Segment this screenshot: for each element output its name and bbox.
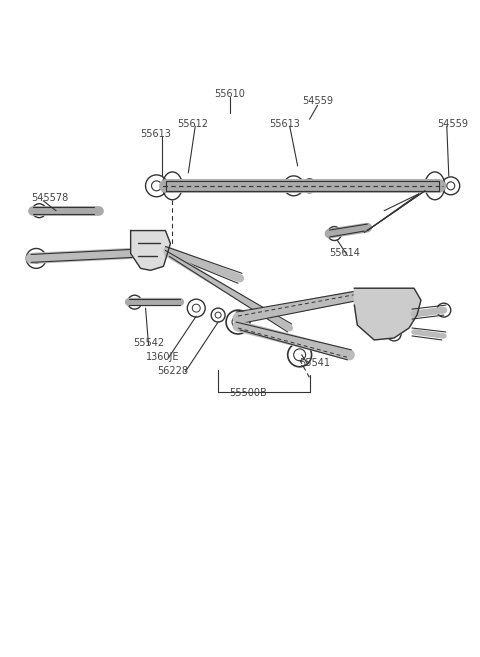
Text: 55613: 55613 [269,119,300,129]
Text: 545578: 545578 [31,193,69,203]
Text: 54559: 54559 [302,97,333,106]
Text: 55614: 55614 [329,248,360,258]
Text: 55542: 55542 [133,338,164,348]
Polygon shape [131,231,170,270]
Text: 55541: 55541 [299,358,330,368]
Text: 1360JE: 1360JE [146,352,179,362]
Text: 55500B: 55500B [229,388,267,397]
Text: 56228: 56228 [157,366,188,376]
Text: 54559: 54559 [437,119,468,129]
Text: 55612: 55612 [177,119,208,129]
Text: 55613: 55613 [140,129,171,139]
Text: 55610: 55610 [215,89,245,99]
Polygon shape [354,288,421,340]
